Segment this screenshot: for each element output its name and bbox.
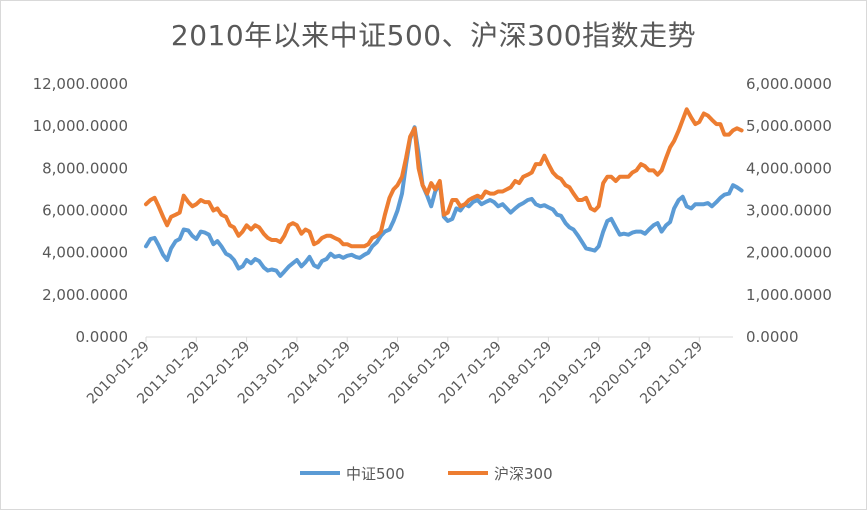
- y-right-tick-label: 1,000.0000: [746, 286, 832, 304]
- y-right-tick-label: 0.0000: [746, 328, 799, 346]
- legend-label-zz500: 中证500: [346, 465, 405, 483]
- y-left-tick-label: 8,000.0000: [42, 159, 128, 177]
- y-right-axis: 0.0000 1,000.0000 2,000.0000 3,000.0000 4,00…: [746, 75, 832, 346]
- x-axis: 2010-01-292011-01-292012-01-292013-01-29…: [84, 336, 733, 407]
- y-right-tick-label: 4,000.0000: [746, 159, 832, 177]
- series-layer: [144, 107, 744, 278]
- legend: 中证500 沪深300: [300, 465, 553, 483]
- y-left-tick-label: 2,000.0000: [42, 286, 128, 304]
- y-right-tick-label: 3,000.0000: [746, 202, 832, 220]
- y-left-tick-label: 10,000.0000: [33, 117, 128, 135]
- series-line-zz500: [144, 125, 744, 278]
- y-right-tick-label: 6,000.0000: [746, 75, 832, 93]
- y-left-axis: 0.0000 2,000.0000 4,000.0000 6,000.0000 8,00…: [33, 75, 128, 346]
- legend-label-hs300: 沪深300: [494, 465, 553, 483]
- chart-title: 2010年以来中证500、沪深300指数走势: [170, 19, 697, 52]
- y-left-tick-label: 0.0000: [76, 328, 129, 346]
- y-left-tick-label: 12,000.0000: [33, 75, 128, 93]
- series-line-hs300: [144, 107, 744, 249]
- y-left-tick-label: 6,000.0000: [42, 202, 128, 220]
- y-left-tick-label: 4,000.0000: [42, 244, 128, 262]
- y-right-tick-label: 2,000.0000: [746, 244, 832, 262]
- y-right-tick-label: 5,000.0000: [746, 117, 832, 135]
